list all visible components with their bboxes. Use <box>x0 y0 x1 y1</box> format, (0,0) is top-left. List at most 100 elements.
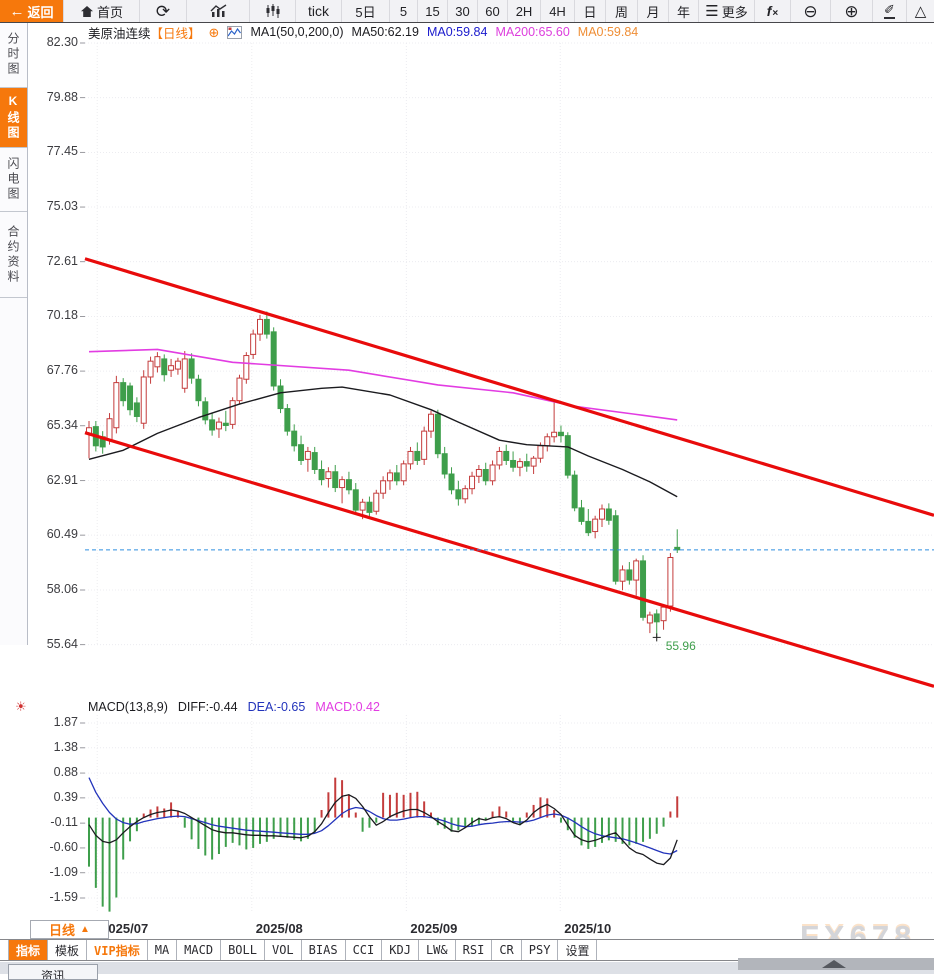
indicator-chart-icon[interactable] <box>227 25 243 39</box>
chart-type-sidebar: 分时图 K线图 闪电图 合约资料 <box>0 22 28 645</box>
tab-label: LW& <box>425 943 448 957</box>
main-chart-header: 美原油连续 【日线】 ⊕ MA1(50,0,200,0) MA50:62.19 … <box>88 24 639 41</box>
tab-label: KDJ <box>389 943 411 957</box>
tab-vip-indicator[interactable]: VIP指标 <box>87 940 148 960</box>
ma0-orange-value: MA0:59.84 <box>577 25 639 39</box>
period-badge: 【日线】 <box>150 26 201 41</box>
tab-macd[interactable]: MACD <box>177 940 222 960</box>
back-icon: ← <box>9 2 25 20</box>
more-button[interactable]: ☰ 更多 <box>699 0 755 22</box>
horizontal-scrollbar[interactable] <box>738 958 934 970</box>
zoom-in-icon: ⊕ <box>844 1 859 21</box>
candle-chart-icon <box>266 4 279 18</box>
collapse-toggle-icon[interactable]: ⊕ <box>208 24 220 40</box>
period-2h-label: 2H <box>515 3 533 19</box>
expand-handle-icon[interactable] <box>822 960 846 968</box>
period-year-button[interactable]: 年 <box>669 0 699 22</box>
shapes-button[interactable]: △ <box>907 0 934 22</box>
period-15m-label: 15 <box>425 3 440 19</box>
tab-cr[interactable]: CR <box>492 940 522 960</box>
period-4h-label: 4H <box>549 3 566 19</box>
candle-chart-button[interactable] <box>250 0 296 22</box>
period-day-label: 日 <box>583 4 597 20</box>
period-selector[interactable]: 日线 ▲ <box>30 920 109 939</box>
period-5d-button[interactable]: 5日 <box>342 0 390 22</box>
period-5m-button[interactable]: 5 <box>390 0 418 22</box>
line-chart-icon <box>210 4 226 17</box>
tab-label: PSY <box>528 943 551 957</box>
line-chart-button[interactable] <box>187 0 250 22</box>
macd-bar-value: MACD:0.42 <box>315 700 380 714</box>
tab-label: BOLL <box>228 943 257 957</box>
ma50-value: MA50:62.19 <box>351 25 419 39</box>
sidebar-label: K线图 <box>6 94 20 141</box>
fx-icon: f× <box>766 3 779 19</box>
indicator-settings-icon[interactable]: ☀ <box>15 699 27 714</box>
back-button[interactable]: ← 返回 <box>0 0 64 22</box>
chevron-up-icon: ▲ <box>80 924 90 935</box>
zoom-out-icon: ⊖ <box>803 1 818 21</box>
tab-rsi[interactable]: RSI <box>456 940 493 960</box>
macd-diff-value: DIFF:-0.44 <box>177 700 238 714</box>
sidebar-item-lightning-chart[interactable]: 闪电图 <box>0 148 27 212</box>
tab-label: CCI <box>352 943 375 957</box>
sidebar-label: 闪电图 <box>6 157 20 202</box>
sidebar-item-kline-chart[interactable]: K线图 <box>0 88 27 148</box>
tab-bias[interactable]: BIAS <box>302 940 346 960</box>
fx-indicator-button[interactable]: f× <box>755 0 791 22</box>
draw-button[interactable]: ✐ <box>873 0 907 22</box>
partial-news-tab[interactable]: 资讯 <box>8 964 98 980</box>
tab-vol[interactable]: VOL <box>265 940 302 960</box>
period-week-label: 周 <box>614 4 628 20</box>
period-60m-button[interactable]: 60 <box>478 0 508 22</box>
triangle-icon: △ <box>914 2 927 20</box>
tab-lw[interactable]: LW& <box>419 940 456 960</box>
tab-kdj[interactable]: KDJ <box>382 940 419 960</box>
pencil-icon: ✐ <box>884 2 895 19</box>
macd-header: MACD(13,8,9) DIFF:-0.44 DEA:-0.65 MACD:0… <box>88 699 380 715</box>
period-2h-button[interactable]: 2H <box>508 0 541 22</box>
period-month-label: 月 <box>646 4 660 20</box>
tab-label: CR <box>499 943 514 957</box>
period-30m-label: 30 <box>455 3 470 19</box>
tab-label: RSI <box>462 943 485 957</box>
macd-dea-value: DEA:-0.65 <box>247 700 306 714</box>
refresh-button[interactable]: ⟳ <box>140 0 187 22</box>
ma0-blue-value: MA0:59.84 <box>426 25 488 39</box>
period-week-button[interactable]: 周 <box>606 0 638 22</box>
tab-label: BIAS <box>308 943 338 957</box>
tab-label: 设置 <box>565 943 590 958</box>
tab-ma[interactable]: MA <box>148 940 178 960</box>
tab-psy[interactable]: PSY <box>522 940 559 960</box>
top-toolbar: ← 返回 首页 ⟳ tick 5日 5 15 30 60 2H 4H 日 周 月… <box>0 0 934 23</box>
sidebar-item-time-chart[interactable]: 分时图 <box>0 22 27 88</box>
home-button[interactable]: 首页 <box>64 0 140 22</box>
zoom-in-button[interactable]: ⊕ <box>831 0 873 22</box>
period-30m-button[interactable]: 30 <box>448 0 478 22</box>
tab-boll[interactable]: BOLL <box>221 940 265 960</box>
tick-label: tick <box>308 3 329 19</box>
period-5m-label: 5 <box>399 3 408 19</box>
period-year-label: 年 <box>676 4 690 20</box>
home-icon <box>80 5 93 17</box>
period-tick-button[interactable]: tick <box>296 0 342 22</box>
tab-cci[interactable]: CCI <box>346 940 383 960</box>
more-label: 更多 <box>721 4 748 20</box>
tab-template[interactable]: 模板 <box>48 940 88 960</box>
period-month-button[interactable]: 月 <box>638 0 669 22</box>
zoom-out-button[interactable]: ⊖ <box>791 0 831 22</box>
tab-indicator[interactable]: 指标 <box>8 940 49 960</box>
ma-settings-label: MA1(50,0,200,0) <box>250 25 344 39</box>
tab-settings[interactable]: 设置 <box>558 940 598 960</box>
period-4h-button[interactable]: 4H <box>541 0 575 22</box>
tab-label: VOL <box>271 943 294 957</box>
home-label: 首页 <box>96 4 123 20</box>
period-day-button[interactable]: 日 <box>575 0 606 22</box>
sidebar-item-contract-info[interactable]: 合约资料 <box>0 212 27 298</box>
tab-label: MACD <box>184 943 214 957</box>
sidebar-label: 合约资料 <box>6 224 20 285</box>
tab-label: MA <box>154 943 170 957</box>
period-60m-label: 60 <box>485 3 500 19</box>
period-15m-button[interactable]: 15 <box>418 0 448 22</box>
